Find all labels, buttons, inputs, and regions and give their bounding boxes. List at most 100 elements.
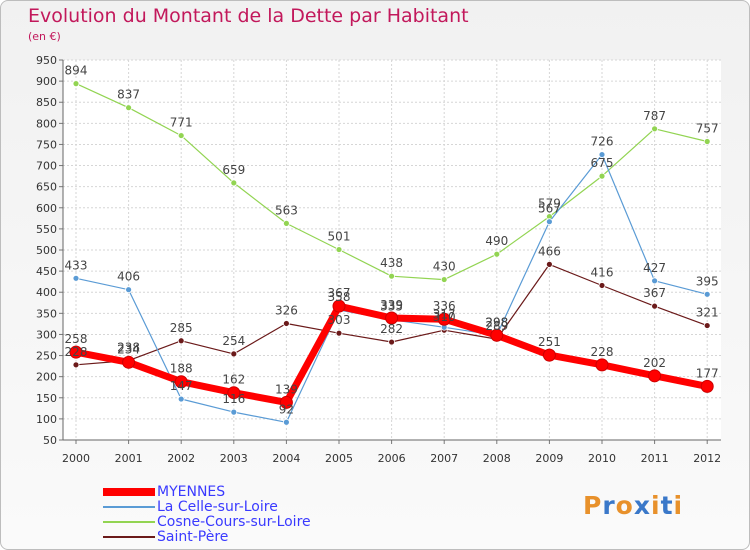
data-point: [125, 286, 132, 294]
data-label: 289: [485, 319, 508, 333]
data-point: [125, 104, 132, 112]
legend-swatch: [103, 488, 155, 496]
data-label: 177: [696, 366, 719, 380]
data-label: 563: [275, 203, 298, 217]
chart-unit: (en €): [28, 30, 61, 43]
data-label: 317: [433, 307, 456, 321]
data-label: 339: [380, 298, 403, 312]
x-tick-label: 2001: [115, 452, 143, 465]
data-point: [598, 172, 606, 180]
data-point: [651, 125, 658, 133]
data-label: 367: [328, 286, 351, 300]
data-point: [279, 395, 293, 409]
data-point: [703, 138, 711, 145]
data-label: 438: [380, 256, 403, 270]
y-tick-label: 250: [36, 350, 57, 363]
logo-letter: i: [673, 491, 684, 520]
data-label: 466: [538, 244, 561, 258]
data-point: [282, 320, 290, 327]
y-tick-label: 850: [36, 96, 57, 109]
data-label: 116: [222, 392, 245, 406]
legend-label: MYENNES: [157, 484, 226, 500]
data-point: [648, 369, 662, 383]
data-label: 894: [65, 64, 88, 78]
data-point: [230, 408, 238, 416]
y-tick-label: 50: [43, 434, 57, 447]
data-label: 726: [591, 135, 614, 149]
grid: [63, 59, 721, 441]
legend-swatch: [103, 506, 155, 508]
data-point: [230, 179, 238, 187]
data-label: 303: [328, 313, 351, 327]
data-label: 335: [380, 300, 403, 314]
x-tick-label: 2002: [167, 452, 195, 465]
legend-item: MYENNES: [103, 484, 225, 500]
data-point: [72, 361, 80, 369]
y-tick-label: 100: [36, 413, 57, 426]
data-point: [335, 246, 343, 253]
data-point: [388, 272, 396, 280]
data-point: [440, 276, 448, 283]
data-point: [595, 358, 609, 372]
data-label: 837: [117, 88, 140, 102]
logo-letter: o: [615, 491, 634, 520]
x-tick-label: 2006: [378, 452, 406, 465]
data-label: 336: [433, 299, 456, 313]
y-tick-label: 700: [36, 160, 57, 173]
data-label: 234: [117, 342, 140, 356]
data-label: 321: [696, 306, 719, 320]
y-tick-label: 750: [36, 138, 57, 151]
data-point: [282, 418, 290, 426]
x-tick-label: 2007: [430, 452, 458, 465]
data-point: [69, 345, 83, 359]
y-tick-label: 300: [36, 328, 57, 341]
x-tick-label: 2010: [588, 452, 616, 465]
logo-letter: i: [651, 491, 661, 520]
x-tick-label: 2005: [325, 452, 353, 465]
data-label: 757: [696, 121, 719, 135]
data-label: 251: [538, 335, 561, 349]
data-label: 567: [538, 202, 561, 216]
data-point: [72, 274, 80, 282]
data-point: [493, 250, 501, 258]
data-label: 358: [328, 290, 351, 304]
legend-label: Saint-Père: [157, 529, 229, 545]
data-point: [598, 151, 606, 158]
data-point: [177, 132, 185, 139]
y-tick-label: 600: [36, 202, 57, 215]
data-label: 406: [117, 270, 140, 284]
data-point: [174, 375, 188, 389]
data-point: [177, 395, 185, 403]
legend-swatch: [103, 536, 155, 538]
data-point: [703, 322, 711, 329]
data-label: 298: [485, 315, 508, 329]
y-tick-label: 450: [36, 265, 57, 278]
logo-letter: r: [602, 491, 616, 520]
data-point: [335, 329, 343, 337]
legend-item: Saint-Père: [103, 529, 228, 545]
logo-letter: x: [633, 491, 651, 520]
logo-letter: P: [583, 491, 603, 520]
y-tick-label: 150: [36, 392, 57, 405]
data-label: 433: [65, 258, 88, 272]
x-tick-label: 2012: [693, 452, 721, 465]
data-point: [385, 311, 399, 325]
data-point: [282, 219, 290, 227]
y-tick-label: 650: [36, 181, 57, 194]
data-label: 367: [643, 286, 666, 300]
data-point: [703, 290, 711, 298]
data-point: [177, 337, 185, 345]
data-label: 771: [170, 116, 193, 130]
data-point: [700, 379, 714, 393]
data-label: 430: [433, 260, 456, 274]
y-tick-label: 550: [36, 223, 57, 236]
data-label: 139: [275, 382, 298, 396]
x-tick-label: 2000: [62, 452, 90, 465]
data-label: 416: [591, 265, 614, 279]
data-label: 254: [222, 334, 245, 348]
data-labels: 228 238 285 254 326 303 282 310 289 466 416 367 321 8…: [65, 64, 719, 417]
series: [69, 80, 714, 426]
data-label: 326: [275, 303, 298, 317]
data-point: [332, 299, 346, 313]
x-tick-label: 2003: [220, 452, 248, 465]
